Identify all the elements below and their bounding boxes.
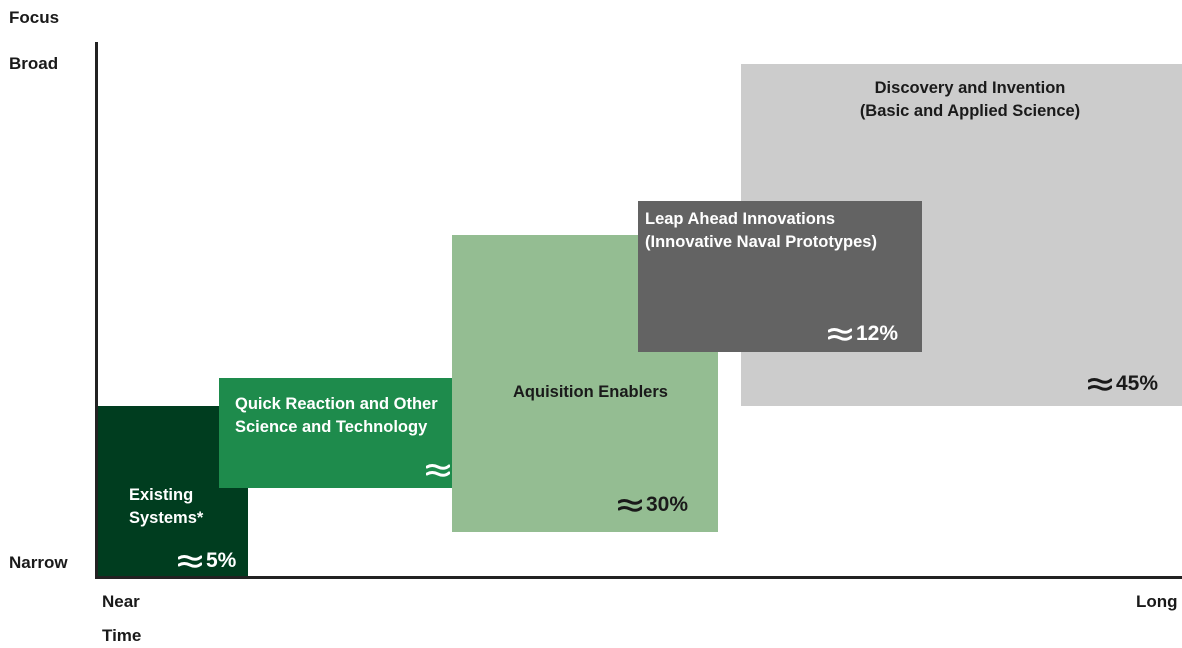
box-percent: 30% <box>618 493 688 517</box>
box-title: Leap Ahead Innovations (Innovative Naval… <box>645 208 877 254</box>
approx-icon <box>1088 378 1112 391</box>
box-percent-value: 30% <box>646 493 689 516</box>
box-title-line: Discovery and Invention <box>874 79 1066 97</box>
box-title-line: Systems* <box>129 509 204 527</box>
box-title-line: Leap Ahead Innovations <box>645 210 836 228</box>
box-title: Existing Systems* <box>129 484 203 530</box>
box-percent-value: 12% <box>856 322 899 345</box>
box-title-line: Science and Technology <box>235 418 428 436</box>
x-axis-left-label: Near <box>102 592 140 611</box>
box-title: Quick Reaction and Other Science and Tec… <box>235 393 438 439</box>
box-percent-value: 45% <box>1116 372 1159 395</box>
box-leap-ahead: Leap Ahead Innovations (Innovative Naval… <box>638 201 922 352</box>
approx-icon <box>178 555 202 568</box>
y-axis-title: Focus <box>9 8 60 27</box>
approx-icon <box>828 328 852 341</box>
box-percent-value: 5% <box>206 549 237 572</box>
y-axis-line <box>95 42 98 579</box>
y-axis-bottom-label: Narrow <box>9 553 68 572</box>
box-title-line: (Basic and Applied Science) <box>859 102 1081 120</box>
box-title-line: Existing <box>129 486 194 504</box>
box-title: Aquisition Enablers <box>513 381 668 404</box>
box-title-line: Quick Reaction and Other <box>235 395 438 413</box>
box-percent: 12% <box>828 322 898 346</box>
box-title-line: (Innovative Naval Prototypes) <box>645 233 877 251</box>
box-quick-reaction: Quick Reaction and Other Science and Tec… <box>219 378 490 488</box>
y-axis-top-label: Broad <box>9 54 59 73</box>
approx-icon <box>426 464 450 477</box>
box-percent: 45% <box>1088 372 1158 396</box>
approx-icon <box>618 499 642 512</box>
box-title-line: Aquisition Enablers <box>513 383 668 401</box>
x-axis-line <box>95 576 1182 579</box>
box-percent: 5% <box>178 549 236 573</box>
x-axis-title: Time <box>102 626 142 645</box>
x-axis-right-label: Long <box>1136 592 1178 611</box>
box-title: Discovery and Invention (Basic and Appli… <box>741 77 1182 123</box>
